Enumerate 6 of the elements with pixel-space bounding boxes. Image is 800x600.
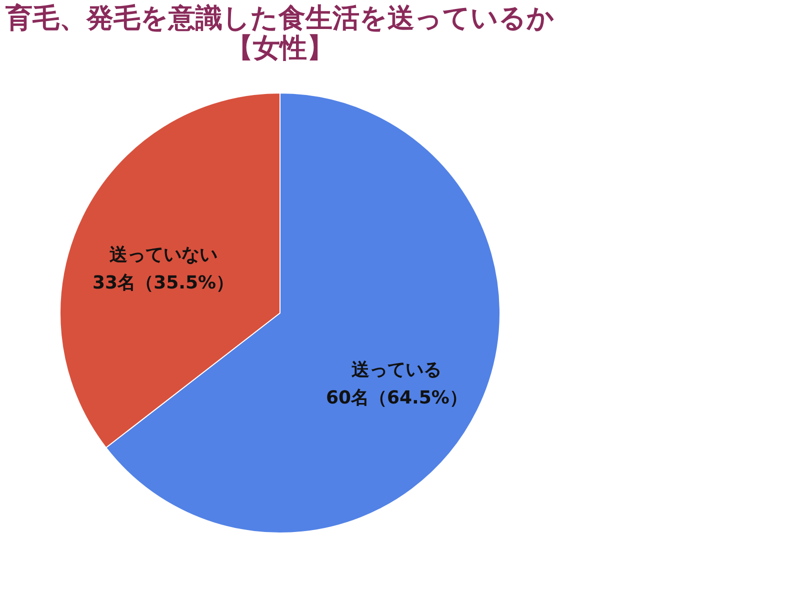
slice-label: 送っている	[350, 359, 442, 380]
chart-subtitle: 【女性】	[226, 33, 334, 64]
slice-label: 送っていない	[108, 244, 218, 266]
data-label: 33名（35.5%）	[92, 272, 234, 294]
chart-title: 育毛、発毛を意識した食生活を送っているか	[4, 3, 554, 34]
data-label: 60名（64.5%）	[326, 387, 468, 408]
